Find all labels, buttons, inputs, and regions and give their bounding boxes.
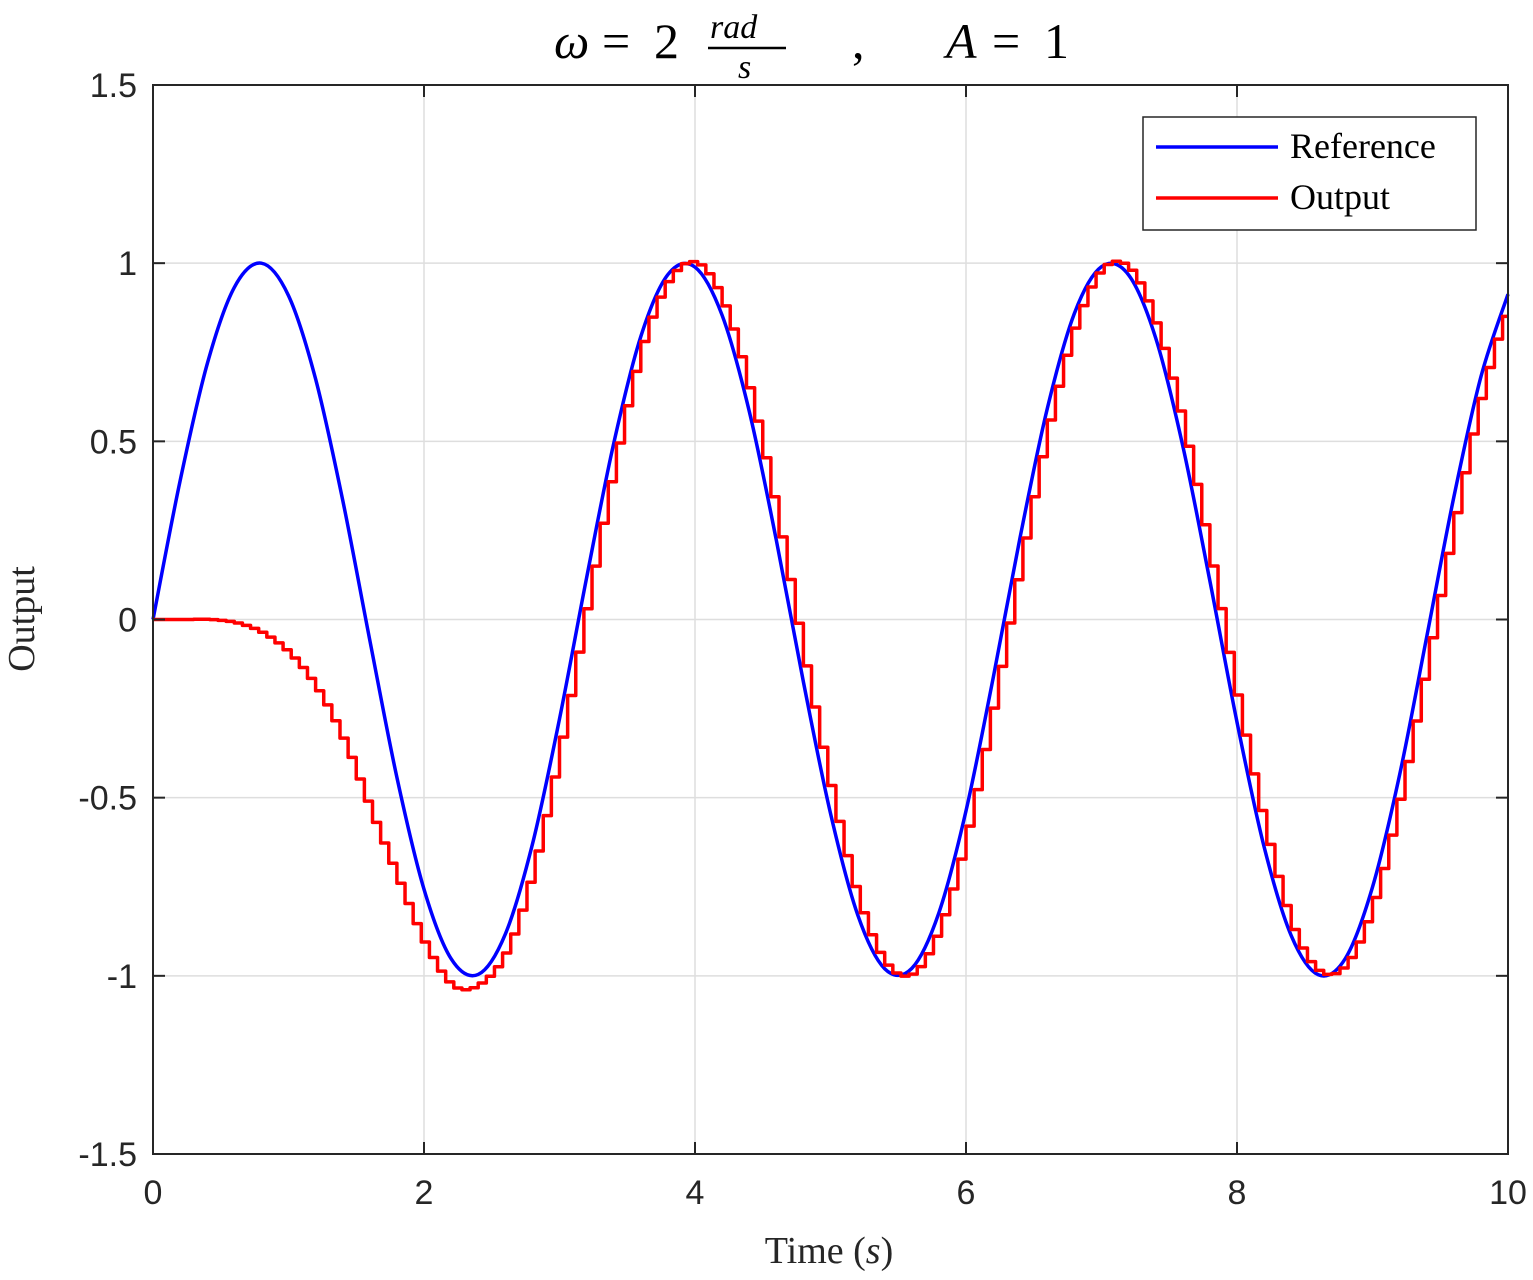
legend-box	[1142, 116, 1477, 231]
svg-text:Time (s): Time (s)	[765, 1230, 893, 1272]
series-line-output	[153, 259, 1508, 992]
y-axis-label: Output	[1, 566, 43, 672]
series-layer	[151, 259, 1510, 992]
x-tick-label-5: 10	[1489, 1174, 1527, 1212]
x-tick-label-3: 6	[957, 1174, 976, 1212]
chart-title: ω = 2 rad s , A = 1	[554, 9, 1069, 86]
title-amp-symbol: A	[943, 13, 977, 69]
y-tick-label-3: 0	[118, 602, 137, 640]
legend-label-output: Output	[1290, 177, 1390, 217]
ticks: 0 2 4 6 8 10 -1.5 -1 -0.5 0 0.5 1 1.5	[78, 67, 1527, 1212]
x-tick-label-1: 2	[415, 1174, 434, 1212]
y-tick-label-4: 0.5	[90, 423, 137, 461]
x-axis-label-close: )	[881, 1230, 894, 1272]
x-axis-label-unit: s	[866, 1230, 881, 1272]
legend: Reference Output	[1142, 116, 1477, 231]
x-axis-label: Time (s)	[765, 1230, 893, 1272]
x-tick-label-2: 4	[686, 1174, 705, 1212]
y-tick-label-1: -1	[107, 958, 137, 996]
title-omega-value: 2	[654, 13, 679, 69]
title-separator: ,	[852, 13, 865, 69]
y-tick-label-0: -1.5	[78, 1136, 137, 1174]
series-line-reference	[151, 261, 1510, 978]
x-tick-label-4: 8	[1228, 1174, 1247, 1212]
legend-label-reference: Reference	[1290, 126, 1436, 166]
title-unit-denominator: s	[738, 49, 751, 86]
y-tick-label-2: -0.5	[78, 780, 137, 818]
y-tick-label-6: 1.5	[90, 67, 137, 105]
title-equals-2: =	[992, 13, 1020, 69]
y-tick-label-5: 1	[118, 245, 137, 283]
title-amp-value: 1	[1044, 13, 1069, 69]
x-axis-label-main: Time (	[765, 1230, 866, 1272]
x-tick-label-0: 0	[144, 1174, 163, 1212]
title-omega-symbol: ω	[554, 13, 589, 69]
title-unit-numerator: rad	[710, 9, 758, 46]
title-equals-1: =	[602, 13, 630, 69]
